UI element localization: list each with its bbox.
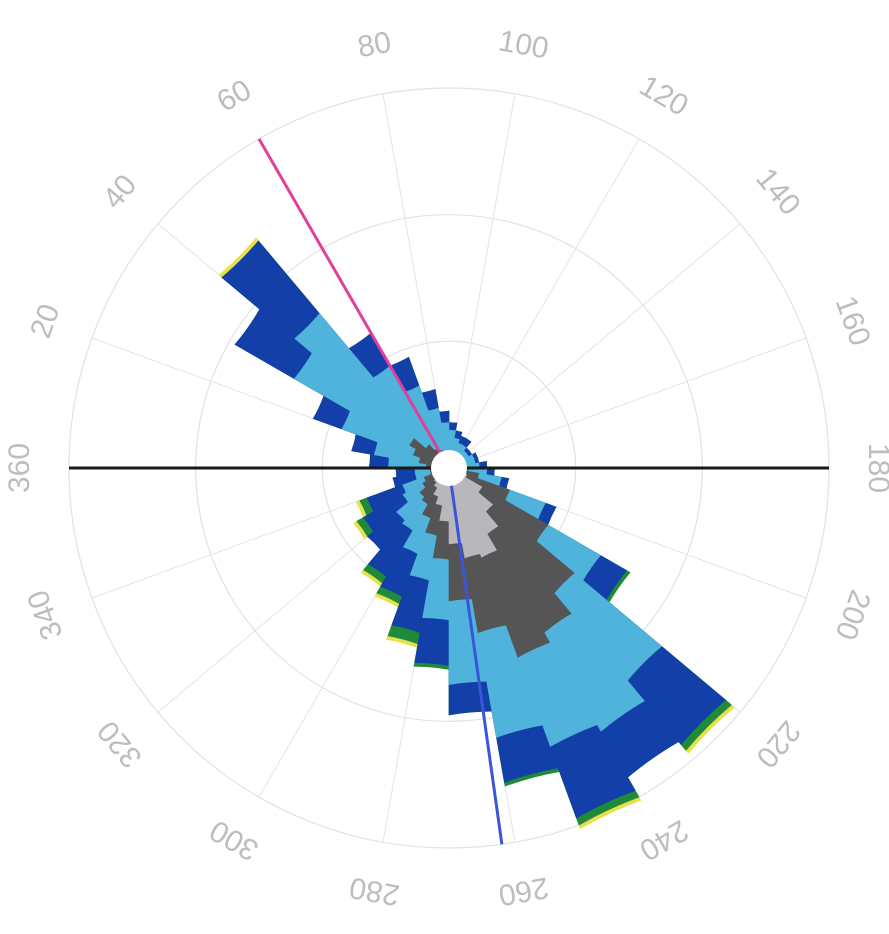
rose-wedge <box>448 467 481 559</box>
angular-tick-label: 340 <box>21 586 69 644</box>
angular-tick-label: 120 <box>634 69 694 123</box>
angular-tick-label: 20 <box>24 300 66 343</box>
angular-tick-label: 260 <box>496 870 551 911</box>
grid-spoke <box>448 337 807 469</box>
angular-tick-label: 220 <box>749 714 806 774</box>
angular-tick-label: 180 <box>862 443 889 493</box>
grid-spoke <box>448 223 741 469</box>
angular-tick-label: 240 <box>634 813 694 867</box>
angular-tick-label: 100 <box>496 24 551 65</box>
angular-tick-label: 140 <box>749 162 806 222</box>
rose-wedge <box>294 313 450 469</box>
grid-spoke <box>448 93 516 469</box>
center-hole <box>431 450 467 486</box>
angular-tick-label: 360 <box>3 443 36 493</box>
angular-tick-label: 60 <box>212 73 257 118</box>
angular-tick-label: 40 <box>97 168 144 215</box>
angular-tick-label: 80 <box>355 26 394 64</box>
angular-tick-label: 160 <box>829 292 877 350</box>
grid-spoke <box>448 138 640 469</box>
angular-tick-label: 320 <box>91 714 148 774</box>
reference-line <box>447 467 504 845</box>
angular-tick-label: 280 <box>347 870 402 911</box>
rose-wedge <box>448 467 497 558</box>
angular-tick-label: 300 <box>204 813 264 867</box>
angular-tick-label: 200 <box>829 586 877 644</box>
rose-petals <box>218 237 735 830</box>
reference-line <box>257 138 451 469</box>
